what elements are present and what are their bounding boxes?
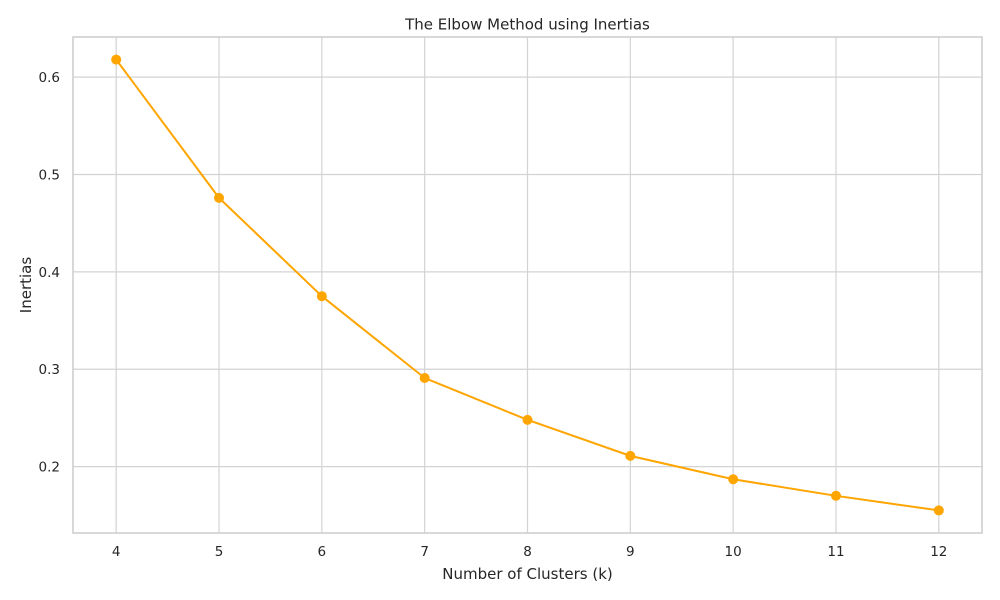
x-tick-label: 9: [626, 544, 635, 560]
y-tick-label: 0.3: [39, 362, 60, 378]
x-tick-label: 7: [420, 544, 429, 560]
x-tick-label: 4: [112, 544, 121, 560]
y-axis-label: Inertias: [17, 257, 35, 314]
data-point: [728, 474, 739, 485]
chart-title: The Elbow Method using Inertias: [404, 16, 650, 34]
x-tick-label: 6: [318, 544, 327, 560]
x-tick-label: 5: [215, 544, 224, 560]
x-tick-label: 8: [523, 544, 532, 560]
x-tick-label: 11: [827, 544, 844, 560]
grid: [73, 37, 982, 533]
data-point: [830, 490, 841, 501]
data-point: [419, 372, 430, 383]
data-point: [933, 505, 944, 516]
x-axis-ticks: 4 5 6 7 8 9 10 11 12: [112, 544, 948, 560]
x-axis-label: Number of Clusters (k): [442, 565, 612, 583]
x-tick-label: 10: [725, 544, 742, 560]
plot-frame: [72, 36, 983, 534]
y-tick-label: 0.2: [39, 460, 60, 476]
y-tick-label: 0.4: [39, 265, 60, 281]
data-point: [316, 291, 327, 302]
y-tick-label: 0.5: [39, 167, 60, 183]
y-tick-label: 0.6: [39, 70, 60, 86]
y-axis-ticks: 0.2 0.3 0.4 0.5 0.6: [39, 70, 60, 475]
series-inertias: [111, 54, 944, 516]
x-tick-label: 12: [930, 544, 947, 560]
data-point: [111, 54, 122, 65]
data-point: [522, 414, 533, 425]
data-point: [214, 192, 225, 203]
data-point: [625, 450, 636, 461]
